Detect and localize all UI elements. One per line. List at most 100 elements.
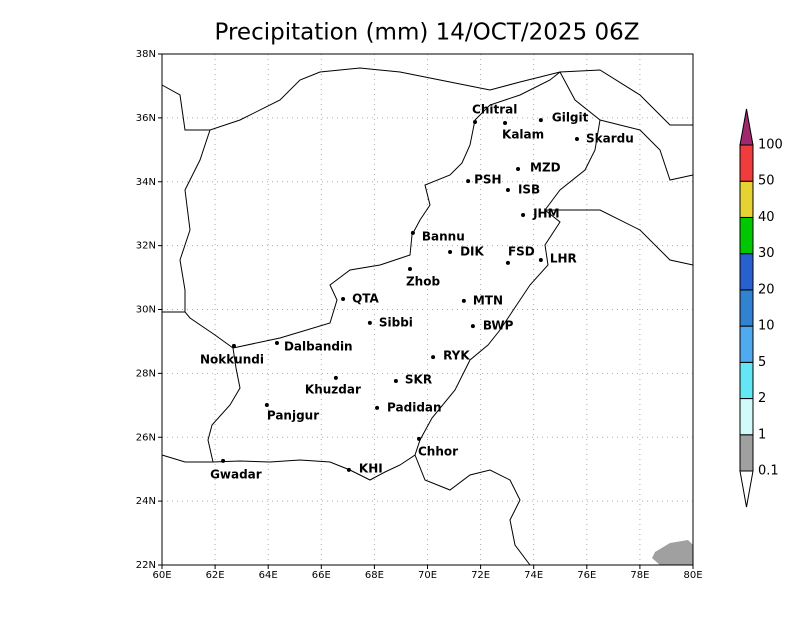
colorbar-segment bbox=[739, 361, 754, 400]
city-dot bbox=[417, 436, 422, 441]
city-dot bbox=[431, 355, 436, 360]
city-dot bbox=[231, 343, 236, 348]
colorbar-label: 50 bbox=[758, 174, 775, 189]
colorbar-label: 100 bbox=[758, 138, 783, 153]
colorbar-label: 10 bbox=[758, 319, 775, 334]
y-tick-label: 32N bbox=[136, 241, 156, 252]
borders bbox=[161, 67, 694, 566]
city-dot bbox=[461, 298, 466, 303]
city-label: Padidan bbox=[387, 400, 442, 414]
city-dot bbox=[341, 296, 346, 301]
colorbar-label: 1 bbox=[758, 427, 766, 442]
city-dot bbox=[393, 379, 398, 384]
city-label: QTA bbox=[352, 291, 379, 305]
colorbar-over bbox=[739, 108, 754, 146]
city-dot bbox=[264, 402, 269, 407]
city-dot bbox=[274, 341, 279, 346]
city-dot bbox=[521, 212, 526, 217]
india-coast bbox=[414, 454, 531, 566]
city-label: JHM bbox=[532, 206, 559, 220]
x-tick-label: 74E bbox=[524, 570, 543, 581]
city-dot bbox=[538, 257, 543, 262]
city-label: Kalam bbox=[502, 127, 544, 141]
x-tick-label: 62E bbox=[206, 570, 225, 581]
city-label: PSH bbox=[474, 173, 501, 187]
x-tick-label: 78E bbox=[630, 570, 649, 581]
y-tick-label: 38N bbox=[136, 49, 156, 60]
city-label: RYK bbox=[443, 349, 470, 363]
city-label: Gilgit bbox=[552, 111, 589, 125]
city-label: DIK bbox=[460, 245, 484, 259]
y-tick-label: 22N bbox=[136, 560, 156, 571]
x-tick-label: 70E bbox=[418, 570, 437, 581]
city-label: MTN bbox=[473, 293, 503, 307]
y-tick-label: 30N bbox=[136, 305, 156, 316]
city-dot bbox=[505, 188, 510, 193]
city-dot bbox=[470, 324, 475, 329]
city-dot bbox=[448, 250, 453, 255]
x-tick-label: 68E bbox=[365, 570, 384, 581]
precipitation-area bbox=[652, 540, 693, 565]
city-dot bbox=[367, 320, 372, 325]
city-label: Chhor bbox=[418, 444, 458, 458]
india-china-border bbox=[545, 69, 694, 266]
city-label: Dalbandin bbox=[284, 340, 353, 354]
colorbar-label: 20 bbox=[758, 282, 775, 297]
colorbar-segment bbox=[739, 434, 754, 472]
city-dot bbox=[574, 136, 579, 141]
city-label: SKR bbox=[405, 373, 432, 387]
afghanistan-border bbox=[179, 67, 561, 349]
x-tick-label: 80E bbox=[683, 570, 702, 581]
city-dot bbox=[221, 458, 226, 463]
city-label: BWP bbox=[483, 319, 514, 333]
city-label: Bannu bbox=[422, 229, 465, 243]
colorbar-segment bbox=[739, 216, 754, 255]
city-label: Nokkundi bbox=[200, 352, 264, 366]
city-dot bbox=[346, 467, 351, 472]
x-tick-label: 72E bbox=[471, 570, 490, 581]
city-label: LHR bbox=[550, 251, 577, 265]
colorbar-segment bbox=[739, 180, 754, 218]
colorbar-segment bbox=[739, 398, 754, 436]
colorbar-label: 40 bbox=[758, 210, 775, 225]
city-dot bbox=[375, 405, 380, 410]
city-dot bbox=[466, 179, 471, 184]
x-tick-label: 64E bbox=[259, 570, 278, 581]
iran-coast bbox=[161, 454, 213, 463]
city-dot bbox=[538, 118, 543, 123]
colorbar-segment bbox=[739, 253, 754, 291]
y-tick-label: 26N bbox=[136, 432, 156, 443]
x-tick-label: 76E bbox=[577, 570, 596, 581]
city-label: Sibbi bbox=[379, 315, 413, 329]
city-label: Chitral bbox=[472, 103, 517, 117]
city-label: KHI bbox=[359, 461, 383, 475]
title: Precipitation (mm) 14/OCT/2025 06Z bbox=[215, 20, 640, 46]
colorbar-under bbox=[739, 470, 754, 508]
city-label: FSD bbox=[508, 244, 535, 258]
colorbar-segment bbox=[739, 144, 754, 182]
iran-border bbox=[161, 84, 210, 313]
y-tick-label: 28N bbox=[136, 368, 156, 379]
colorbar-label: 5 bbox=[758, 355, 766, 370]
city-label: Panjgur bbox=[267, 408, 319, 422]
colorbar-segment bbox=[739, 289, 754, 327]
pakistan-border bbox=[207, 71, 601, 481]
colorbar-label: 0.1 bbox=[758, 464, 779, 479]
city-label: Zhob bbox=[406, 274, 440, 288]
city-dot bbox=[407, 266, 412, 271]
city-dot bbox=[516, 166, 521, 171]
y-tick-label: 36N bbox=[136, 113, 156, 124]
city-dot bbox=[410, 230, 415, 235]
city-dot bbox=[333, 375, 338, 380]
colorbar-label: 2 bbox=[758, 391, 766, 406]
x-tick-label: 66E bbox=[312, 570, 331, 581]
x-tick-label: 60E bbox=[152, 570, 171, 581]
colorbar-segment bbox=[739, 325, 754, 363]
colorbar: 0.1 1 2 5 10 20 30 40 50 100 bbox=[739, 108, 783, 508]
y-tick-label: 24N bbox=[136, 496, 156, 507]
colorbar-label: 30 bbox=[758, 246, 775, 261]
city-dot bbox=[503, 120, 508, 125]
y-tick-label: 34N bbox=[136, 177, 156, 188]
city-dot bbox=[505, 260, 510, 265]
